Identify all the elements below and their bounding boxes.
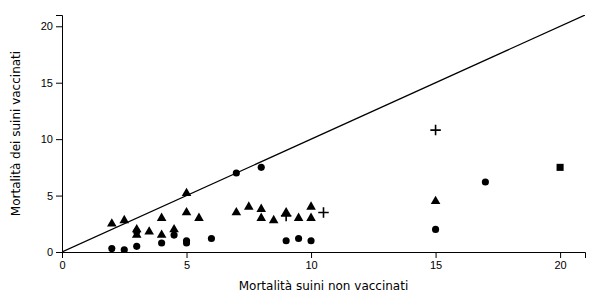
tick: 15 xyxy=(41,77,62,89)
point-circle xyxy=(133,243,140,250)
tick: 0 xyxy=(59,252,65,271)
point-triangle xyxy=(157,213,167,221)
point-triangle xyxy=(306,201,316,209)
point-triangle xyxy=(169,224,179,232)
point-triangle xyxy=(256,213,266,221)
tick-label: 5 xyxy=(184,259,190,271)
point-circle xyxy=(108,245,115,252)
tick: 5 xyxy=(47,190,62,202)
tick-label: 20 xyxy=(41,20,53,32)
tick-mark xyxy=(187,252,188,258)
axis-line xyxy=(56,16,63,253)
point-triangle xyxy=(269,215,279,223)
chart: 0 5 10 15 20 0 5 10 15 20 Mortalità suini non vacc… xyxy=(0,0,610,300)
tick: 10 xyxy=(305,252,317,271)
point-triangle xyxy=(144,226,154,234)
point-circle xyxy=(482,178,489,185)
point-plus xyxy=(281,211,291,221)
point-triangle xyxy=(256,204,266,212)
point-triangle xyxy=(431,196,441,204)
plot: 0 5 10 15 20 0 5 10 15 20 Mortalità suini non vacc… xyxy=(9,15,586,293)
tick-label: 15 xyxy=(430,259,442,271)
tick: 0 xyxy=(47,246,62,258)
tick-mark xyxy=(560,252,561,258)
marks xyxy=(62,15,585,252)
point-circle xyxy=(158,239,165,246)
tick-label: 15 xyxy=(41,77,53,89)
tick: 10 xyxy=(41,133,62,145)
tick-mark xyxy=(56,139,62,140)
point-circle xyxy=(258,164,265,171)
point-circle xyxy=(121,246,128,252)
y-axis-title: Mortalità dei suini vaccinati xyxy=(9,51,23,216)
x-axis-title: Mortalità suini non vaccinati xyxy=(239,279,409,293)
x-axis: 0 5 10 15 20 xyxy=(59,252,585,271)
point-plus xyxy=(318,207,328,217)
point-circle xyxy=(183,239,190,246)
tick-label: 20 xyxy=(554,259,566,271)
point-triangle xyxy=(306,213,316,221)
point-triangle xyxy=(232,207,242,215)
axis-line xyxy=(63,253,586,259)
point-circle xyxy=(432,226,439,233)
point-triangle xyxy=(132,230,142,238)
point-plus xyxy=(430,125,440,135)
point-circle xyxy=(307,237,314,244)
tick-label: 5 xyxy=(47,190,53,202)
point-circle xyxy=(295,235,302,242)
tick-label: 10 xyxy=(41,133,53,145)
point-circle xyxy=(283,237,290,244)
tick-label: 0 xyxy=(59,259,65,271)
tick: 20 xyxy=(554,252,566,271)
point-circle xyxy=(208,235,215,242)
tick-mark xyxy=(436,252,437,258)
point-triangle xyxy=(182,207,192,215)
tick-mark xyxy=(311,252,312,258)
tick: 5 xyxy=(184,252,190,271)
point-circle xyxy=(171,232,178,239)
point-triangle xyxy=(157,230,167,238)
tick-label: 10 xyxy=(305,259,317,271)
point-triangle xyxy=(244,201,254,209)
tick-mark xyxy=(56,26,62,27)
point-triangle xyxy=(182,188,192,196)
tick-mark xyxy=(56,196,62,197)
tick-mark xyxy=(56,252,62,253)
point-triangle xyxy=(194,213,204,221)
line xyxy=(62,15,585,252)
tick-label: 0 xyxy=(47,246,53,258)
tick: 20 xyxy=(41,20,62,32)
point-triangle xyxy=(107,218,117,226)
point-square xyxy=(557,164,564,171)
tick: 15 xyxy=(430,252,442,271)
y-axis: 0 5 10 15 20 xyxy=(41,16,63,259)
tick-mark xyxy=(56,83,62,84)
point-triangle xyxy=(294,213,304,221)
